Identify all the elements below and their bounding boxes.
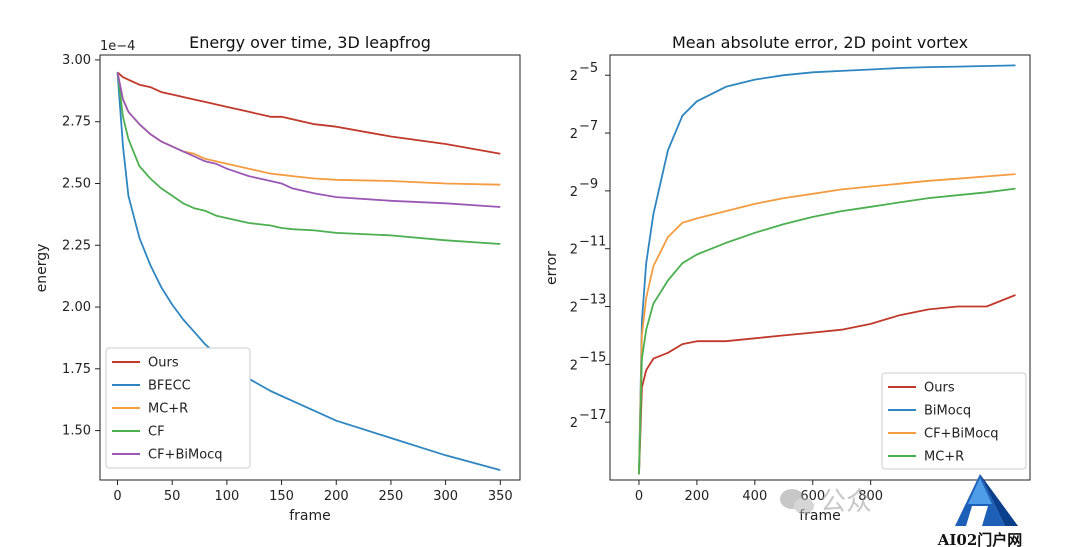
energy-y-tick-label: 1.50 [62,424,91,439]
energy-y-scale-note: 1e−4 [100,39,135,54]
energy-x-label: frame [289,508,331,524]
error-chart: Mean absolute error, 2D point vortex 0 20… [544,33,1031,524]
error-chart-title: Mean absolute error, 2D point vortex [672,33,968,52]
watermark-overlay-text: 公众 [820,487,872,517]
error-y-tick-exponent: −5 [579,61,598,76]
error-y-tick-exponent: −9 [579,177,598,192]
energy-legend-label: MC+R [148,402,188,417]
error-legend-label: Ours [924,381,955,396]
error-plot-frame [609,54,1031,481]
energy-y-label: energy [34,244,50,293]
energy-legend: Ours BFECC MC+R CF CF+BiMocq [105,347,251,469]
error-y-tick-label: 2 [570,185,578,200]
error-series-lines [638,64,1016,475]
error-x-tick-label: 400 [742,489,767,504]
error-y-label: error [544,251,560,285]
error-y-tick-exponent: −7 [579,119,598,134]
error-series-mc-r [638,187,1016,475]
error-y-tick-label: 2 [570,243,578,258]
error-legend-label: MC+R [924,450,964,465]
energy-y-tick-label: 2.50 [62,176,91,191]
error-series-cf-bimocq [638,173,1016,475]
error-x-tick-label: 800 [858,489,883,504]
error-y-tick-label: 2 [570,301,578,316]
error-y-tick-label: 2 [570,69,578,84]
error-legend-label: BiMocq [924,404,971,419]
energy-x-tick-label: 100 [214,489,239,504]
energy-legend-label: Ours [148,356,179,371]
energy-chart-title: Energy over time, 3D leapfrog [189,33,431,52]
error-y-tick-label: 2 [570,358,578,373]
energy-y-tick-label: 2.00 [62,300,91,315]
energy-legend-entries: Ours BFECC MC+R CF CF+BiMocq [112,356,223,463]
watermark: 公众 AI02门户网 [780,474,1022,547]
error-y-tick-exponent: −15 [579,350,606,365]
error-y-ticks: 2−172−152−132−112−92−72−5 [570,61,610,431]
error-y-tick-label: 2 [570,127,578,142]
error-legend-box [881,372,1027,470]
energy-series-cf-bimocq [116,72,501,208]
energy-series-cf [116,72,501,245]
energy-series-mc-r [116,72,501,186]
energy-x-tick-label: 300 [433,489,458,504]
energy-x-tick-label: 50 [164,489,181,504]
energy-x-tick-label: 250 [379,489,404,504]
energy-y-tick-label: 2.25 [62,238,91,253]
energy-x-ticks: 0 50 100 150 200 250 300 350 [113,480,513,504]
energy-legend-label: CF+BiMocq [148,448,223,463]
watermark-brand-text: AI02门户网 [937,531,1023,547]
energy-legend-label: CF [148,425,165,440]
error-x-tick-label: 0 [635,489,643,504]
error-legend: Ours BiMocq CF+BiMocq MC+R [881,372,1027,470]
energy-legend-label: BFECC [148,379,191,394]
error-series-ours [638,294,1016,475]
error-y-tick-exponent: −11 [579,235,606,250]
energy-x-tick-label: 200 [324,489,349,504]
energy-legend-box [105,347,251,469]
energy-y-tick-label: 1.75 [62,362,91,377]
energy-series-ours [116,71,501,155]
error-series-bimocq [638,64,1016,475]
energy-x-tick-label: 350 [488,489,513,504]
watermark-wechat-icon [780,489,814,514]
error-y-tick-exponent: −17 [579,408,606,423]
error-legend-label: CF+BiMocq [924,427,999,442]
energy-x-tick-label: 150 [269,489,294,504]
energy-y-ticks: 1.50 1.75 2.00 2.25 2.50 2.75 3.00 [62,53,100,439]
error-y-tick-exponent: −13 [579,293,606,308]
energy-y-tick-label: 3.00 [62,53,91,68]
error-legend-entries: Ours BiMocq CF+BiMocq MC+R [888,381,999,465]
energy-x-tick-label: 0 [113,489,121,504]
energy-y-tick-label: 2.75 [62,115,91,130]
watermark-logo [955,474,1018,526]
energy-plot-frame [99,54,521,481]
error-x-tick-label: 200 [684,489,709,504]
energy-chart: Energy over time, 3D leapfrog 1e−4 0 50 10… [34,33,521,524]
error-y-tick-label: 2 [570,416,578,431]
